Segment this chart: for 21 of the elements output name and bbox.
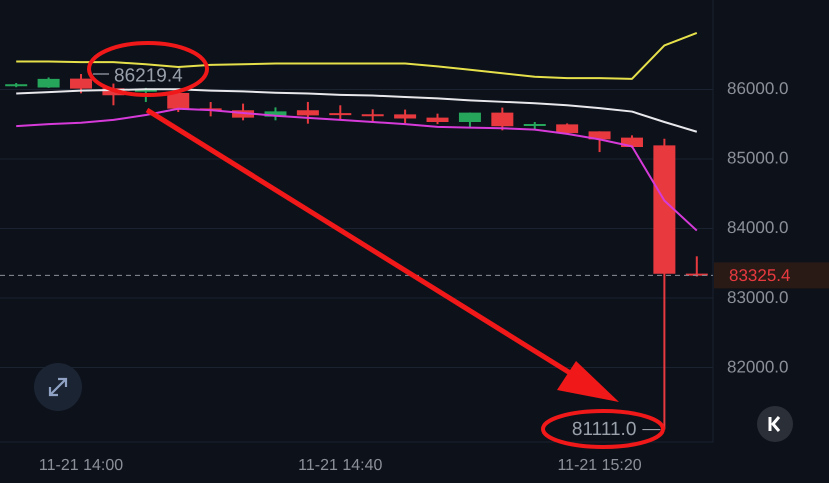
x-tick-label: 11-21 15:20 — [557, 456, 642, 474]
candlestick — [38, 76, 60, 89]
candlestick — [70, 73, 92, 94]
y-tick-label: 83000.0 — [727, 288, 788, 307]
x-tick-label: 11-21 14:00 — [38, 456, 124, 474]
y-tick-label: 82000.0 — [727, 357, 788, 376]
candlestick — [426, 112, 449, 126]
candlestick — [458, 112, 481, 129]
candlestick — [362, 108, 384, 122]
annotation: 86219.4 — [114, 65, 184, 86]
ref-line-label: 83325.4 — [729, 266, 790, 286]
candlestick — [394, 108, 416, 124]
annotation: 81111.0 — [572, 418, 636, 440]
y-tick-label: 86000.0 — [727, 78, 788, 98]
candlestick — [296, 100, 319, 125]
candlestick — [329, 104, 352, 122]
x-tick-label: 11-21 14:40 — [298, 456, 383, 474]
candlestick — [491, 106, 514, 132]
y-tick-label: 84000.0 — [727, 218, 788, 238]
candlestick — [167, 92, 190, 114]
y-tick-label: 85000.0 — [727, 148, 788, 168]
